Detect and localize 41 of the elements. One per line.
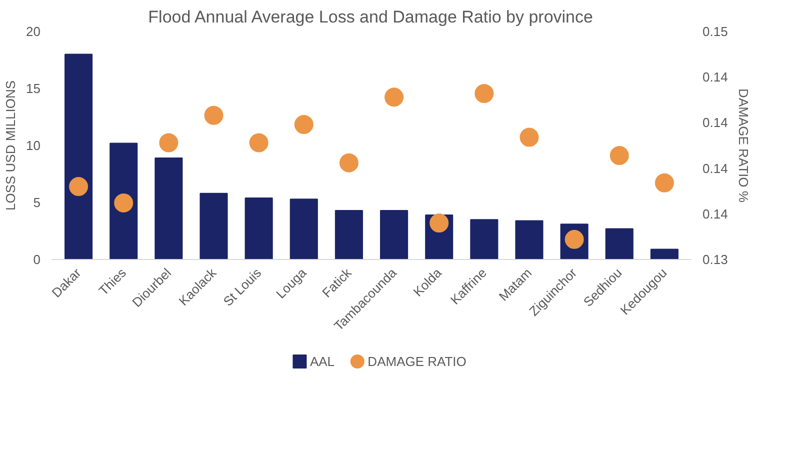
point	[384, 88, 404, 107]
bar	[64, 54, 93, 260]
legend-label: AAL	[310, 354, 335, 369]
y2-tick-label: 0.14	[702, 160, 728, 176]
bar	[290, 198, 318, 260]
point	[520, 128, 539, 147]
y2-tick-label: 0.14	[702, 115, 728, 130]
point	[294, 115, 314, 134]
y-tick-label: 15	[26, 81, 41, 96]
y-tick-label: 0	[33, 252, 41, 267]
legend-label: DAMAGE RATIO	[368, 354, 466, 369]
y2-axis-title: DAMAGE RATIO %	[736, 88, 751, 203]
bar	[470, 219, 498, 260]
point	[114, 193, 134, 212]
point	[204, 106, 224, 125]
bar	[244, 197, 273, 260]
y-tick-label: 10	[26, 138, 41, 153]
chart-title: Flood Annual Average Loss and Damage Ratio by province	[148, 8, 593, 26]
bar	[154, 158, 183, 260]
point	[69, 177, 88, 196]
y2-tick-label: 0.14	[702, 206, 728, 222]
bar	[605, 228, 634, 260]
bar	[334, 210, 363, 260]
bar	[515, 220, 544, 260]
point	[430, 214, 449, 232]
point	[654, 173, 674, 192]
bar	[380, 210, 408, 260]
bar	[110, 142, 138, 260]
bar	[200, 192, 228, 260]
y-tick-label: 20	[26, 24, 41, 39]
bar	[650, 248, 678, 260]
point	[339, 153, 358, 172]
point	[474, 84, 494, 103]
point	[249, 133, 268, 152]
y-tick-label: 5	[33, 195, 41, 210]
y2-tick-label: 0.14	[702, 70, 728, 85]
y2-tick-label: 0.15	[702, 24, 728, 39]
y-axis-title: LOSS USD MILLIONS	[3, 80, 18, 211]
point	[159, 133, 178, 152]
point	[610, 146, 629, 166]
y2-tick-label: 0.13	[702, 252, 728, 267]
